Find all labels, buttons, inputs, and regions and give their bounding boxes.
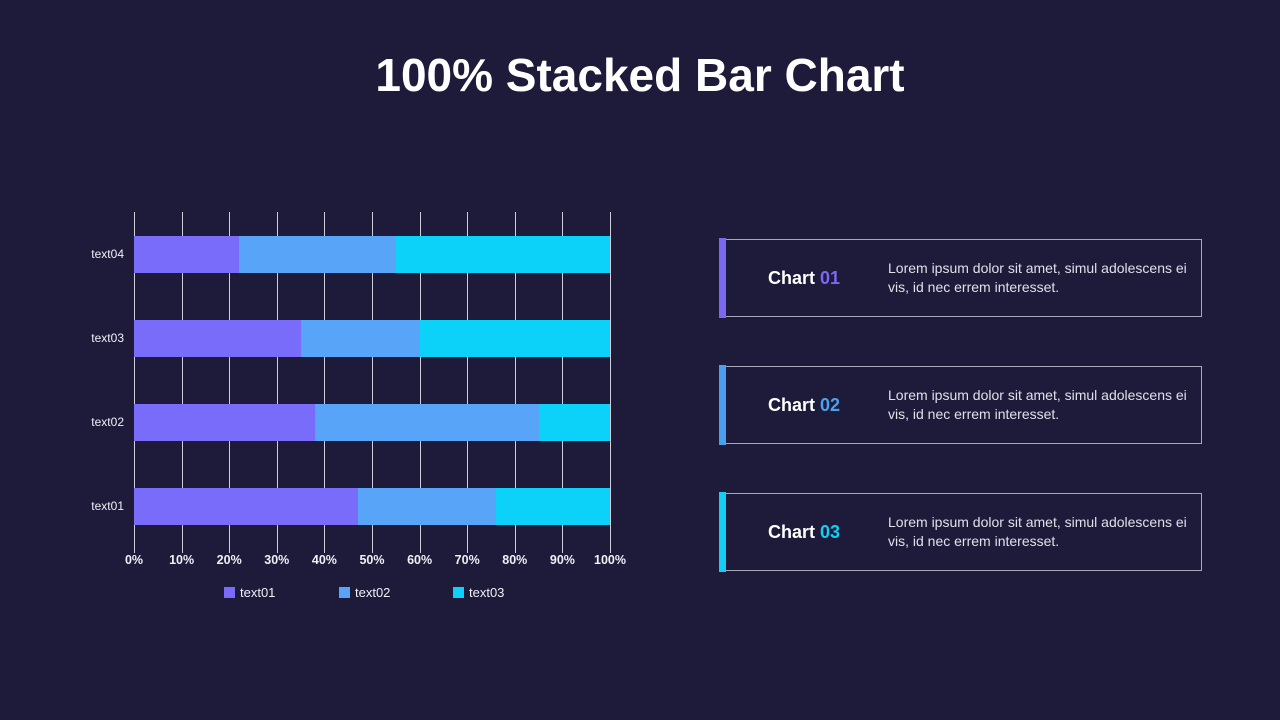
bar-segment-text02 xyxy=(314,403,539,441)
card-accent-bar xyxy=(719,492,726,572)
bar-row-text02 xyxy=(134,403,610,441)
legend-swatch-icon xyxy=(453,587,464,598)
legend-label: text01 xyxy=(240,585,276,600)
x-tick-label: 40% xyxy=(311,553,337,567)
bar-segment-text01 xyxy=(134,235,239,273)
category-label: text04 xyxy=(91,247,124,261)
chart-01-card: Chart 01 Lorem ipsum dolor sit amet, sim… xyxy=(719,238,1202,318)
bar-segment-text01 xyxy=(134,319,301,357)
legend-swatch-icon xyxy=(339,587,350,598)
category-label: text02 xyxy=(91,415,124,429)
x-tick-label: 70% xyxy=(454,553,480,567)
gridline xyxy=(419,212,421,553)
gridline xyxy=(514,212,516,553)
card-title: Chart 02 xyxy=(720,395,888,416)
category-label: text01 xyxy=(91,499,124,513)
x-tick-label: 80% xyxy=(502,553,528,567)
bar-row-text03 xyxy=(134,319,610,357)
card-accent-bar xyxy=(719,365,726,445)
x-tick-label: 50% xyxy=(359,553,385,567)
x-tick-label: 10% xyxy=(169,553,195,567)
x-tick-label: 100% xyxy=(594,553,626,567)
legend-label: text02 xyxy=(355,585,391,600)
legend-label: text03 xyxy=(469,585,505,600)
bar-segment-text02 xyxy=(238,235,396,273)
card-title: Chart 01 xyxy=(720,268,888,289)
bar-segment-text03 xyxy=(538,403,610,441)
card-number: 01 xyxy=(820,267,841,288)
chart-02-card: Chart 02 Lorem ipsum dolor sit amet, sim… xyxy=(719,365,1202,445)
bar-row-text04 xyxy=(134,235,610,273)
legend-item-text01: text01 xyxy=(224,585,275,600)
x-tick-label: 90% xyxy=(549,553,575,567)
gridline xyxy=(610,212,611,553)
gridline xyxy=(467,212,469,553)
category-label: text03 xyxy=(91,331,124,345)
card-body-text: Lorem ipsum dolor sit amet, simul adoles… xyxy=(888,260,1187,295)
gridline xyxy=(181,212,183,553)
legend-swatch-icon xyxy=(224,587,235,598)
bar-row-text01 xyxy=(134,487,610,525)
page-title: 100% Stacked Bar Chart xyxy=(375,49,905,101)
card-label: Chart xyxy=(767,394,815,415)
bar-segment-text03 xyxy=(395,235,610,273)
card-label: Chart xyxy=(767,521,815,542)
bar-segment-text01 xyxy=(134,487,358,525)
x-tick-label: 20% xyxy=(216,553,242,567)
card-label: Chart xyxy=(767,267,815,288)
gridline xyxy=(372,212,373,553)
card-number: 02 xyxy=(820,394,841,415)
gridline xyxy=(229,212,231,553)
card-number: 03 xyxy=(820,521,841,542)
x-tick-label: 0% xyxy=(124,553,144,567)
chart-03-card: Chart 03 Lorem ipsum dolor sit amet, sim… xyxy=(719,492,1202,572)
gridline xyxy=(276,212,278,553)
chart-legend: text01 text02 text03 xyxy=(0,585,1280,601)
card-accent-bar xyxy=(719,238,726,318)
bar-segment-text01 xyxy=(134,403,315,441)
x-tick-label: 30% xyxy=(264,553,290,567)
x-tick-label: 60% xyxy=(407,553,433,567)
card-body-text: Lorem ipsum dolor sit amet, simul adoles… xyxy=(888,387,1187,422)
bar-segment-text02 xyxy=(300,319,420,357)
gridline xyxy=(324,212,326,553)
legend-item-text02: text02 xyxy=(339,585,390,600)
card-body-text: Lorem ipsum dolor sit amet, simul adoles… xyxy=(888,514,1187,549)
stacked-bar-chart xyxy=(134,212,611,553)
bar-segment-text03 xyxy=(495,487,610,525)
legend-item-text03: text03 xyxy=(453,585,504,600)
gridline xyxy=(562,212,564,553)
card-title: Chart 03 xyxy=(720,522,888,543)
bar-segment-text02 xyxy=(357,487,496,525)
gridline xyxy=(134,212,135,553)
bar-segment-text03 xyxy=(419,319,610,357)
